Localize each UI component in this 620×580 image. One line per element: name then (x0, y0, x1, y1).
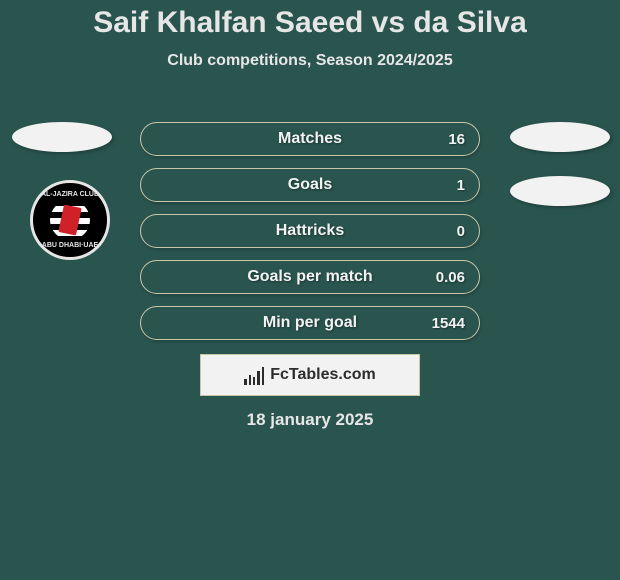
stat-row: Min per goal1544 (140, 306, 480, 340)
stat-value: 1 (457, 177, 465, 194)
stat-row: Goals per match0.06 (140, 260, 480, 294)
stat-value: 1544 (432, 315, 465, 332)
stat-row: Hattricks0 (140, 214, 480, 248)
brand-bar (253, 377, 255, 385)
page-title: Saif Khalfan Saeed vs da Silva (0, 0, 620, 40)
date-label: 18 january 2025 (0, 410, 620, 430)
brand-box[interactable]: FcTables.com (200, 354, 420, 396)
brand-bar (257, 371, 259, 385)
stat-value: 0.06 (436, 269, 465, 286)
bar-chart-icon (244, 365, 264, 385)
brand-text: FcTables.com (270, 366, 376, 384)
stat-label: Hattricks (141, 222, 479, 240)
comparison-card: Saif Khalfan Saeed vs da Silva Club comp… (0, 0, 620, 580)
badge-stripes (50, 200, 90, 240)
stat-row: Goals1 (140, 168, 480, 202)
stat-row: Matches16 (140, 122, 480, 156)
stat-label: Matches (141, 130, 479, 148)
subtitle: Club competitions, Season 2024/2025 (0, 52, 620, 70)
stat-value: 16 (448, 131, 465, 148)
badge-bottom-text: ABU DHABI·UAE (42, 242, 98, 249)
club-badge: AL-JAZIRA CLUB ABU DHABI·UAE (30, 180, 110, 260)
stat-value: 0 (457, 223, 465, 240)
badge-kick-icon (58, 204, 81, 235)
brand-bar (249, 375, 251, 385)
player-oval-right-1 (510, 122, 610, 152)
stat-label: Min per goal (141, 314, 479, 332)
player-oval-left (12, 122, 112, 152)
brand-bar (262, 367, 264, 385)
club-badge-inner: AL-JAZIRA CLUB ABU DHABI·UAE (38, 188, 102, 252)
stat-label: Goals per match (141, 268, 479, 286)
brand-bar (244, 379, 246, 385)
badge-top-text: AL-JAZIRA CLUB (41, 191, 99, 198)
player-oval-right-2 (510, 176, 610, 206)
stat-label: Goals (141, 176, 479, 194)
